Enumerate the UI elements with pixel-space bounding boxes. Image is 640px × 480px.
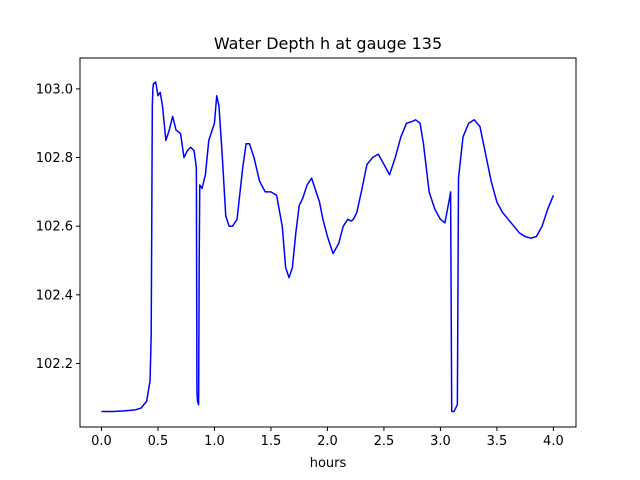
series-layer	[101, 81, 555, 413]
y-tick-label: 102.8	[36, 151, 73, 166]
x-tick-label: 3.0	[430, 434, 451, 449]
plot-area: 0.0 0.5 1.0 1.5 2.0 2.5 3.0 3.5 4.0 102.2102.410…	[36, 57, 577, 449]
x-tick-label: 1.5	[261, 434, 282, 449]
y-tick-label: 102.4	[36, 288, 73, 303]
x-axis-ticks: 0.0 0.5 1.0 1.5 2.0 2.5 3.0 3.5 4.0	[91, 427, 564, 449]
x-tick-label: 0.5	[148, 434, 169, 449]
y-tick-label: 102.2	[36, 357, 73, 372]
x-axis-label: hours	[310, 456, 347, 471]
x-tick-label: 2.5	[374, 434, 395, 449]
y-tick-label: 102.6	[36, 220, 73, 235]
x-tick-label: 0.0	[91, 434, 112, 449]
x-tick-label: 1.0	[204, 434, 225, 449]
axes-frame	[79, 57, 577, 428]
series-line-0	[101, 81, 555, 413]
y-tick-label: 103.0	[36, 82, 73, 97]
x-tick-label: 4.0	[543, 434, 564, 449]
x-tick-label: 3.5	[487, 434, 508, 449]
y-axis-ticks: 102.2 102.4 102.6 102.8 103.0	[36, 82, 80, 372]
chart-title: Water Depth h at gauge 135	[214, 34, 442, 53]
x-tick-label: 2.0	[317, 434, 338, 449]
